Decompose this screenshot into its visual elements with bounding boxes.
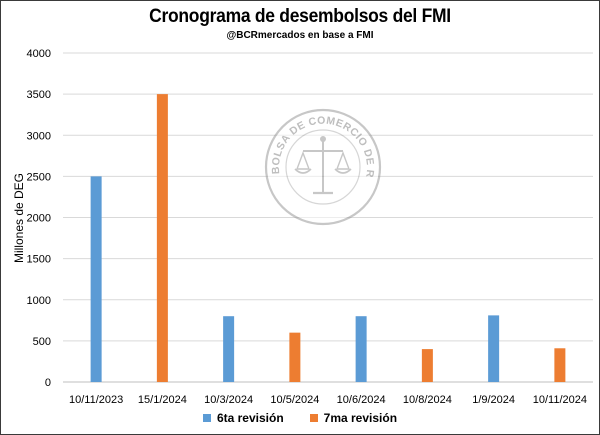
chart-title: Cronograma de desembolsos del FMI [149, 6, 451, 27]
legend-swatch [202, 414, 211, 422]
y-tick-label: 1500 [27, 254, 51, 266]
x-tick-label: 10/11/2023 [69, 394, 123, 406]
bar-7ma-5 [421, 349, 433, 382]
bcr-watermark-seal: BOLSA DE COMERCIO DE ROSARIO [1, 1, 382, 226]
y-tick-label: 2000 [27, 213, 51, 225]
y-tick-label: 4000 [27, 48, 51, 60]
bar-6ta-4 [355, 316, 367, 382]
x-tick-label: 10/6/2024 [337, 394, 386, 406]
legend-label: 7ma revisión [323, 411, 398, 425]
bar-7ma-1 [156, 94, 168, 382]
x-tick-label: 10/8/2024 [403, 394, 452, 406]
bar-6ta-2 [223, 316, 235, 382]
bar-7ma-3 [289, 332, 301, 382]
y-tick-label: 0 [45, 377, 51, 389]
y-tick-label: 500 [33, 336, 51, 348]
axes: 0 500 1000 1500 2000 2500 3000 3500 4000 10/11/20… [27, 48, 593, 406]
x-tick-label: 10/3/2024 [204, 394, 253, 406]
x-tick-label: 10/5/2024 [270, 394, 319, 406]
bar-6ta-0 [90, 176, 102, 382]
legend-label: 6ta revisión [216, 411, 284, 425]
legend-swatch [309, 414, 318, 422]
x-tick-label: 15/1/2024 [138, 394, 187, 406]
bar-7ma-7 [554, 348, 566, 382]
bars [90, 94, 566, 382]
legend-item-series-0: 6ta revisión [202, 411, 284, 425]
y-tick-label: 1000 [27, 295, 51, 307]
x-tick-label: 1/9/2024 [472, 394, 515, 406]
legend: 6ta revisión 7ma revisión [1, 411, 599, 425]
x-tick-label: 10/11/2024 [533, 394, 587, 406]
y-tick-label: 2500 [27, 171, 51, 183]
bar-6ta-6 [488, 315, 500, 382]
y-axis-label: Millones de DEG [12, 173, 26, 263]
y-tick-label: 3500 [27, 89, 51, 101]
chart-subtitle: @BCRmercados en base a FMI [226, 30, 374, 41]
y-tick-label: 3000 [27, 130, 51, 142]
legend-item-series-1: 7ma revisión [309, 411, 398, 425]
